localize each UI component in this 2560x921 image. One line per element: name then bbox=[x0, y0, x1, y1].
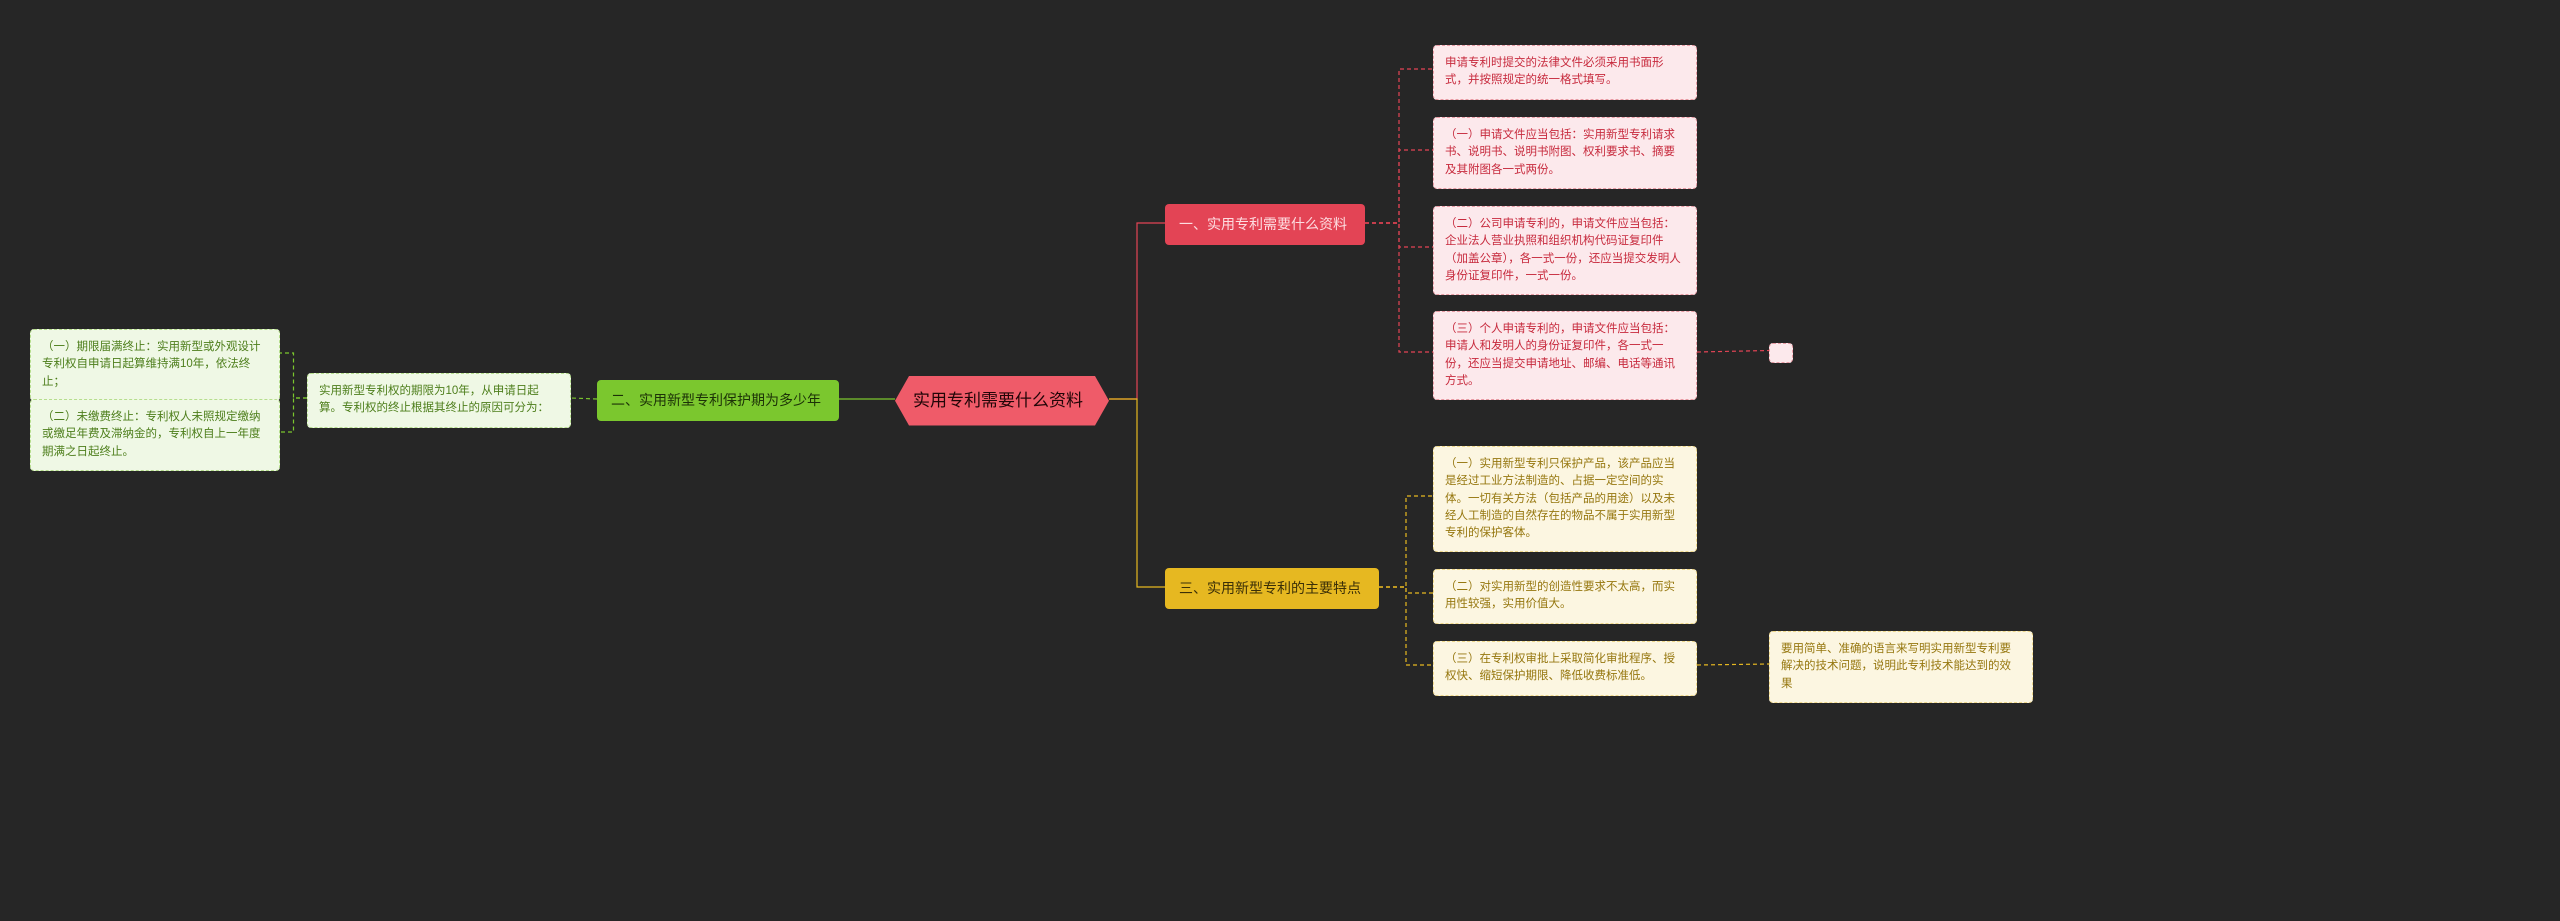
leaf-node: 申请专利时提交的法律文件必须采用书面形式，并按照规定的统一格式填写。 bbox=[1433, 45, 1697, 100]
leaf-node: （三）个人申请专利的，申请文件应当包括：申请人和发明人的身份证复印件，各一式一份… bbox=[1433, 311, 1697, 400]
root-node: 实用专利需要什么资料 bbox=[895, 376, 1109, 426]
leaf-node: （一）期限届满终止：实用新型或外观设计专利权自申请日起算维持满10年，依法终止； bbox=[30, 329, 280, 401]
leaf-node: （一）申请文件应当包括：实用新型专利请求书、说明书、说明书附图、权利要求书、摘要… bbox=[1433, 117, 1697, 189]
mid-leaf: 实用新型专利权的期限为10年，从申请日起算。专利权的终止根据其终止的原因可分为： bbox=[307, 373, 571, 428]
branch-node: 二、实用新型专利保护期为多少年 bbox=[597, 380, 839, 421]
tail-marker bbox=[1769, 343, 1793, 363]
leaf-node: （一）实用新型专利只保护产品，该产品应当是经过工业方法制造的、占据一定空间的实体… bbox=[1433, 446, 1697, 552]
leaf-node: （二）公司申请专利的，申请文件应当包括：企业法人营业执照和组织机构代码证复印件（… bbox=[1433, 206, 1697, 295]
connector-svg bbox=[0, 0, 2560, 921]
leaf-node: （三）在专利权审批上采取简化审批程序、授权快、缩短保护期限、降低收费标准低。 bbox=[1433, 641, 1697, 696]
branch-node: 一、实用专利需要什么资料 bbox=[1165, 204, 1365, 245]
leaf-node: （二）未缴费终止：专利权人未照规定缴纳或缴足年费及滞纳金的，专利权自上一年度期满… bbox=[30, 399, 280, 471]
branch-node: 三、实用新型专利的主要特点 bbox=[1165, 568, 1379, 609]
leaf-node: （二）对实用新型的创造性要求不太高，而实用性较强，实用价值大。 bbox=[1433, 569, 1697, 624]
tail-leaf: 要用简单、准确的语言来写明实用新型专利要解决的技术问题，说明此专利技术能达到的效… bbox=[1769, 631, 2033, 703]
